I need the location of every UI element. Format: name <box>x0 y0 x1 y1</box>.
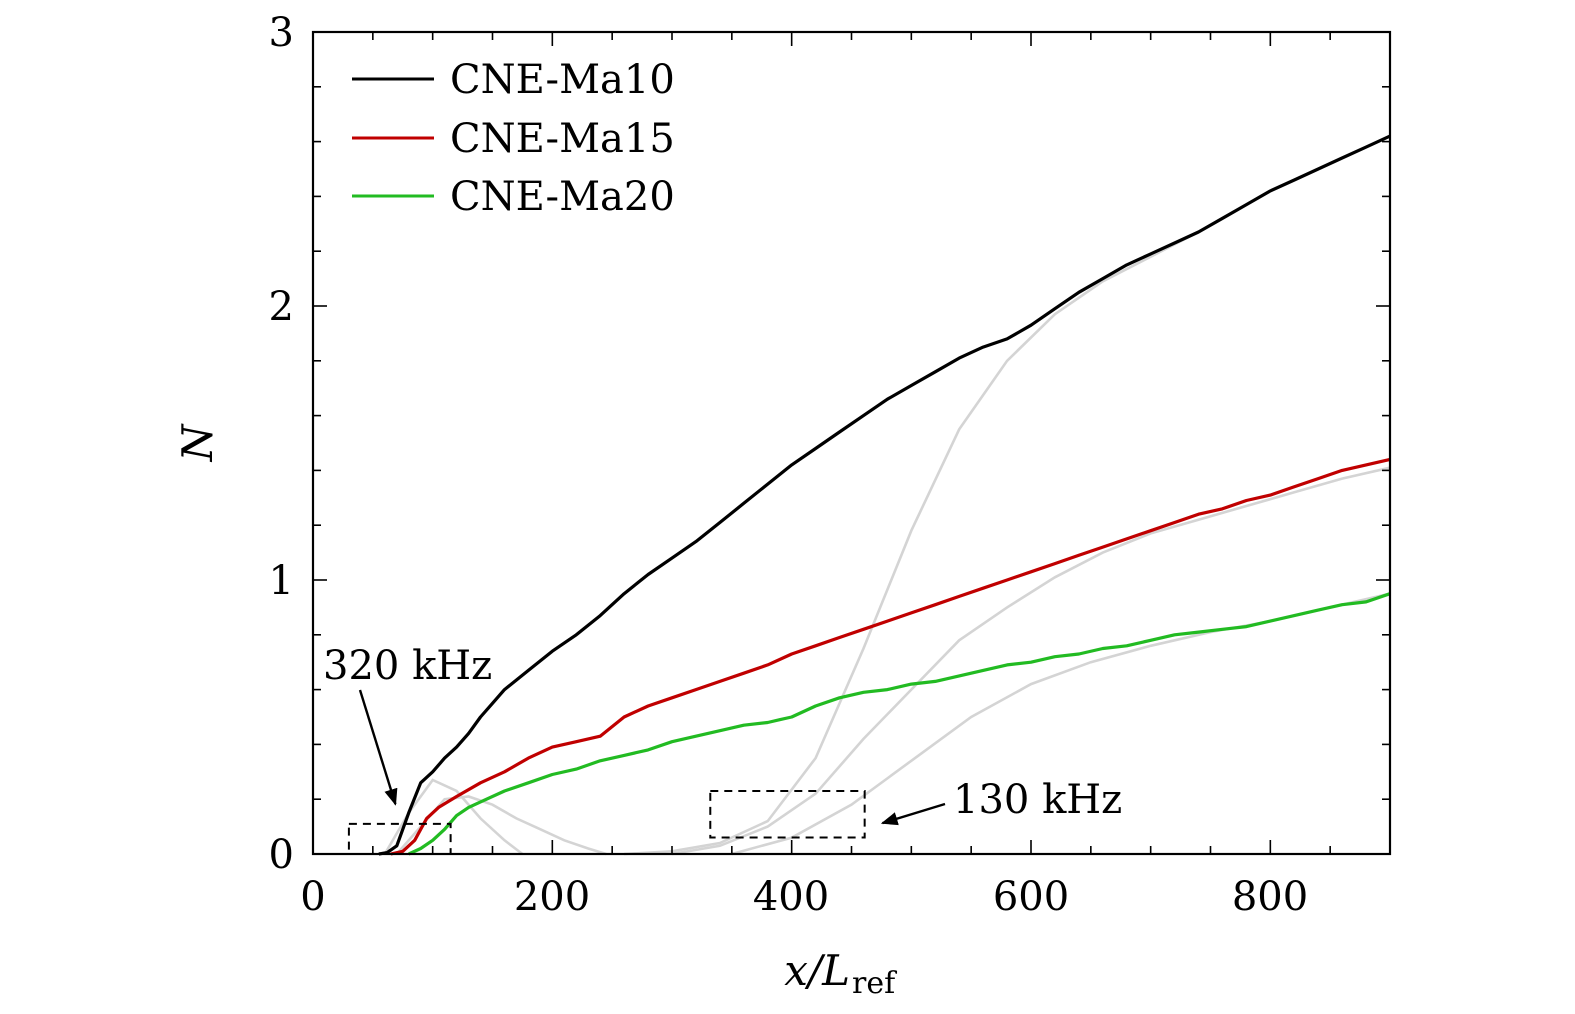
x-axis-label-subscript: ref <box>852 966 897 1001</box>
legend: CNE-Ma10 CNE-Ma15 CNE-Ma20 <box>352 57 675 220</box>
y-axis-label: N <box>173 423 222 462</box>
annotation-label-320khz: 320 kHz <box>323 643 492 689</box>
x-tick-label: 200 <box>514 874 590 920</box>
y-tick-label: 2 <box>269 284 294 330</box>
series-line-cne-ma10 <box>378 134 1391 856</box>
y-tick-label: 3 <box>269 10 294 56</box>
annotations: 320 kHz 130 kHz <box>323 643 1122 855</box>
background-curve <box>624 230 1200 856</box>
y-tick-label: 1 <box>269 558 294 604</box>
ticks: 0 200 400 600 800 0 1 2 3 <box>269 10 1391 920</box>
x-axis-label: x/L <box>784 946 850 995</box>
annotation-arrow-130khz <box>880 802 946 826</box>
series-line-cne-ma15 <box>390 457 1391 856</box>
series-layer <box>378 134 1391 856</box>
axis-labels: x/L ref N <box>173 423 897 1001</box>
y-tick-label: 0 <box>269 832 294 878</box>
background-curve <box>671 466 1391 856</box>
annotation-arrow-320khz <box>358 689 398 806</box>
annotation-label-130khz: 130 kHz <box>953 777 1122 823</box>
annotation-box-130khz <box>709 789 866 839</box>
x-tick-label: 400 <box>753 874 829 920</box>
legend-label-ma20: CNE-Ma20 <box>450 174 675 220</box>
x-tick-label: 600 <box>993 874 1069 920</box>
x-tick-label: 0 <box>300 874 325 920</box>
background-curves <box>383 230 1391 856</box>
legend-label-ma15: CNE-Ma15 <box>450 116 675 162</box>
x-tick-label: 800 <box>1232 874 1308 920</box>
background-curve <box>395 795 607 856</box>
series-line-cne-ma20 <box>408 592 1391 856</box>
legend-label-ma10: CNE-Ma10 <box>450 57 675 103</box>
